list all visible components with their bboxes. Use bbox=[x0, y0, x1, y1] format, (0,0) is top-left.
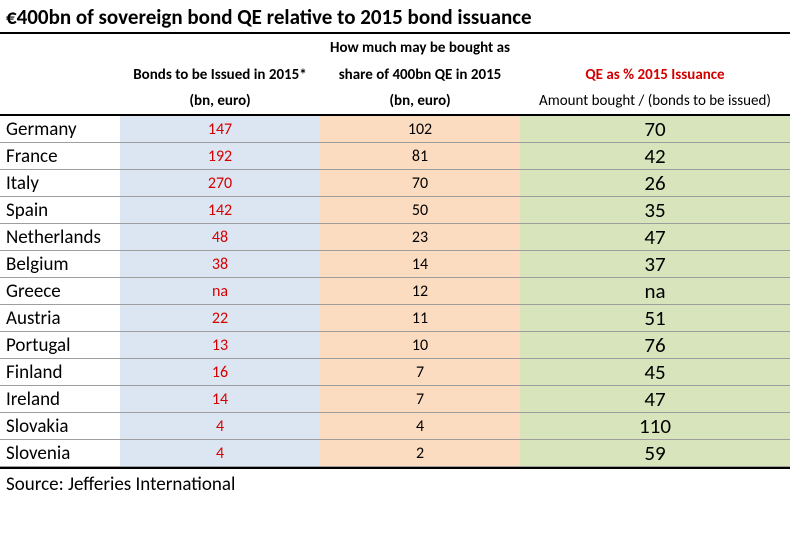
table-row: Belgium381437 bbox=[0, 251, 790, 278]
pct-cell: 51 bbox=[520, 305, 790, 332]
issued-cell: 4 bbox=[120, 440, 320, 467]
pct-cell: 47 bbox=[520, 224, 790, 251]
country-cell: Austria bbox=[0, 305, 120, 332]
share-cell: 4 bbox=[320, 413, 520, 440]
pct-cell: 76 bbox=[520, 332, 790, 359]
issued-cell: na bbox=[120, 278, 320, 305]
hdr-blank-1 bbox=[0, 34, 120, 61]
pct-cell: 42 bbox=[520, 143, 790, 170]
pct-cell: na bbox=[520, 278, 790, 305]
hdr-col1-l3: (bn, euro) bbox=[120, 88, 320, 115]
pct-cell: 35 bbox=[520, 197, 790, 224]
share-cell: 102 bbox=[320, 115, 520, 143]
table-header: How much may be bought as Bonds to be Is… bbox=[0, 34, 790, 115]
share-cell: 14 bbox=[320, 251, 520, 278]
hdr-col3-l3: Amount bought / (bonds to be issued) bbox=[520, 88, 790, 115]
pct-cell: 70 bbox=[520, 115, 790, 143]
hdr-col3-l1 bbox=[520, 34, 790, 61]
table-row: Portugal131076 bbox=[0, 332, 790, 359]
table-row: Germany14710270 bbox=[0, 115, 790, 143]
country-cell: Netherlands bbox=[0, 224, 120, 251]
country-cell: Finland bbox=[0, 359, 120, 386]
country-cell: Portugal bbox=[0, 332, 120, 359]
table-body: Germany14710270France1928142Italy2707026… bbox=[0, 115, 790, 467]
share-cell: 23 bbox=[320, 224, 520, 251]
pct-cell: 45 bbox=[520, 359, 790, 386]
country-cell: Spain bbox=[0, 197, 120, 224]
hdr-blank-2 bbox=[0, 61, 120, 88]
issued-cell: 4 bbox=[120, 413, 320, 440]
issued-cell: 13 bbox=[120, 332, 320, 359]
country-cell: Slovenia bbox=[0, 440, 120, 467]
table-title: €400bn of sovereign bond QE relative to … bbox=[0, 0, 790, 34]
issued-cell: 48 bbox=[120, 224, 320, 251]
table-row: Greecena12na bbox=[0, 278, 790, 305]
country-cell: Germany bbox=[0, 115, 120, 143]
hdr-blank-3 bbox=[0, 88, 120, 115]
pct-cell: 37 bbox=[520, 251, 790, 278]
issued-cell: 38 bbox=[120, 251, 320, 278]
pct-cell: 26 bbox=[520, 170, 790, 197]
table-row: France1928142 bbox=[0, 143, 790, 170]
table-row: Ireland14747 bbox=[0, 386, 790, 413]
table-row: Finland16745 bbox=[0, 359, 790, 386]
issued-cell: 147 bbox=[120, 115, 320, 143]
pct-cell: 110 bbox=[520, 413, 790, 440]
country-cell: Ireland bbox=[0, 386, 120, 413]
issued-cell: 14 bbox=[120, 386, 320, 413]
issued-cell: 16 bbox=[120, 359, 320, 386]
qe-table-container: €400bn of sovereign bond QE relative to … bbox=[0, 0, 790, 500]
source-line: Source: Jefferies International bbox=[0, 467, 790, 500]
hdr-col1-l1 bbox=[120, 34, 320, 61]
hdr-col1-l2: Bonds to be Issued in 2015* bbox=[120, 61, 320, 88]
table-row: Netherlands482347 bbox=[0, 224, 790, 251]
hdr-col2-l1: How much may be bought as bbox=[320, 34, 520, 61]
country-cell: France bbox=[0, 143, 120, 170]
table-row: Austria221151 bbox=[0, 305, 790, 332]
table-row: Slovenia4259 bbox=[0, 440, 790, 467]
share-cell: 11 bbox=[320, 305, 520, 332]
hdr-col3-l2: QE as % 2015 Issuance bbox=[520, 61, 790, 88]
share-cell: 10 bbox=[320, 332, 520, 359]
country-cell: Italy bbox=[0, 170, 120, 197]
issued-cell: 142 bbox=[120, 197, 320, 224]
table-row: Slovakia44110 bbox=[0, 413, 790, 440]
share-cell: 70 bbox=[320, 170, 520, 197]
country-cell: Greece bbox=[0, 278, 120, 305]
country-cell: Belgium bbox=[0, 251, 120, 278]
issued-cell: 22 bbox=[120, 305, 320, 332]
hdr-col2-l2: share of 400bn QE in 2015 bbox=[320, 61, 520, 88]
table-row: Spain1425035 bbox=[0, 197, 790, 224]
issued-cell: 270 bbox=[120, 170, 320, 197]
share-cell: 81 bbox=[320, 143, 520, 170]
share-cell: 2 bbox=[320, 440, 520, 467]
share-cell: 12 bbox=[320, 278, 520, 305]
share-cell: 50 bbox=[320, 197, 520, 224]
country-cell: Slovakia bbox=[0, 413, 120, 440]
qe-table: How much may be bought as Bonds to be Is… bbox=[0, 34, 790, 467]
pct-cell: 59 bbox=[520, 440, 790, 467]
share-cell: 7 bbox=[320, 359, 520, 386]
table-row: Italy2707026 bbox=[0, 170, 790, 197]
share-cell: 7 bbox=[320, 386, 520, 413]
issued-cell: 192 bbox=[120, 143, 320, 170]
hdr-col2-l3: (bn, euro) bbox=[320, 88, 520, 115]
pct-cell: 47 bbox=[520, 386, 790, 413]
